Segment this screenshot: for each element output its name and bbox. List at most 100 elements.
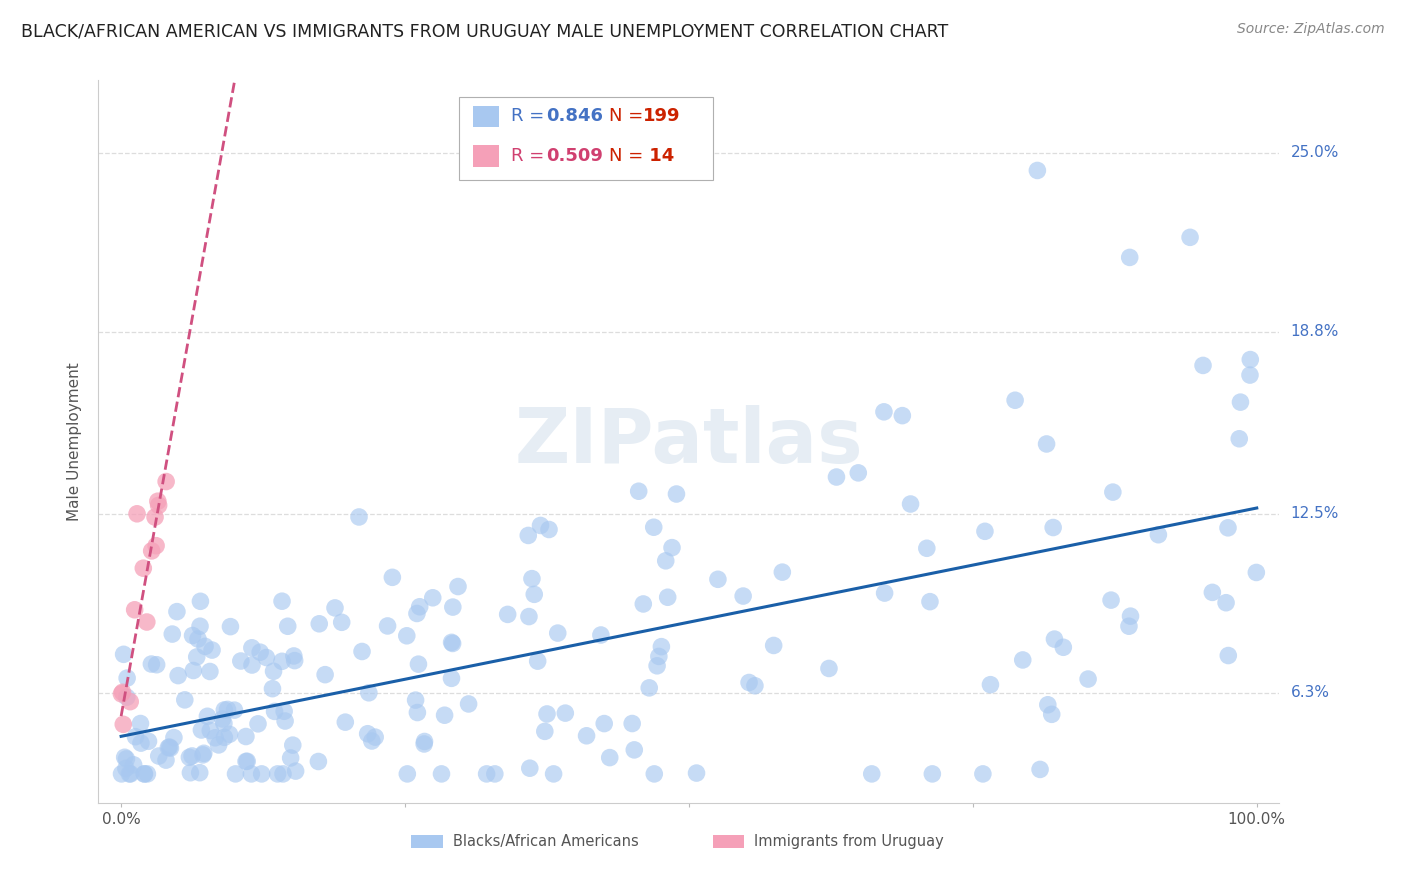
Point bbox=[134, 767, 156, 781]
Point bbox=[657, 591, 679, 605]
Point bbox=[1035, 437, 1057, 451]
Point bbox=[148, 499, 170, 513]
Point bbox=[284, 654, 307, 668]
Point bbox=[1218, 648, 1240, 663]
Point bbox=[543, 767, 565, 781]
Point bbox=[190, 723, 212, 737]
Text: N =: N = bbox=[609, 107, 648, 126]
Point bbox=[120, 695, 142, 709]
Point bbox=[201, 643, 224, 657]
Point bbox=[197, 709, 219, 723]
Point bbox=[430, 767, 453, 781]
Point bbox=[599, 750, 621, 764]
Point bbox=[143, 510, 166, 524]
Point bbox=[406, 706, 429, 720]
Bar bbox=[412, 835, 443, 848]
Point bbox=[157, 740, 180, 755]
Point bbox=[115, 690, 138, 705]
Point bbox=[1119, 609, 1142, 624]
Text: 25.0%: 25.0% bbox=[1291, 145, 1339, 160]
Point bbox=[1215, 596, 1237, 610]
Point bbox=[240, 767, 263, 781]
Point bbox=[134, 767, 156, 781]
Point bbox=[1118, 619, 1140, 633]
Point bbox=[323, 601, 346, 615]
Point bbox=[198, 665, 221, 679]
Point bbox=[627, 484, 650, 499]
Point bbox=[307, 755, 329, 769]
Point bbox=[159, 741, 181, 756]
Point bbox=[271, 767, 294, 781]
Point bbox=[440, 671, 463, 685]
Point bbox=[621, 716, 644, 731]
Text: 12.5%: 12.5% bbox=[1291, 507, 1339, 521]
Point bbox=[266, 767, 288, 781]
Point bbox=[229, 654, 252, 668]
Point bbox=[873, 405, 896, 419]
Point bbox=[135, 615, 157, 629]
Point bbox=[575, 729, 598, 743]
Point bbox=[141, 544, 163, 558]
Point bbox=[136, 767, 159, 781]
Point bbox=[122, 757, 145, 772]
Point bbox=[115, 752, 138, 766]
Point bbox=[208, 738, 231, 752]
Point bbox=[873, 586, 896, 600]
Point bbox=[413, 734, 436, 748]
Point bbox=[1011, 653, 1033, 667]
Text: BLACK/AFRICAN AMERICAN VS IMMIGRANTS FROM URUGUAY MALE UNEMPLOYMENT CORRELATION : BLACK/AFRICAN AMERICAN VS IMMIGRANTS FRO… bbox=[21, 22, 948, 40]
Point bbox=[114, 750, 136, 764]
Point bbox=[744, 679, 766, 693]
Point bbox=[537, 523, 560, 537]
Point bbox=[1229, 395, 1251, 409]
Point bbox=[350, 644, 373, 658]
Point bbox=[979, 678, 1001, 692]
Point bbox=[1147, 527, 1170, 541]
Point bbox=[405, 693, 427, 707]
Point bbox=[194, 640, 217, 654]
Point bbox=[308, 616, 330, 631]
Point bbox=[533, 724, 555, 739]
Point bbox=[163, 731, 186, 745]
Text: Blacks/African Americans: Blacks/African Americans bbox=[453, 834, 638, 849]
Text: N =: N = bbox=[609, 147, 648, 165]
Point bbox=[1239, 352, 1261, 367]
Point bbox=[396, 767, 419, 781]
Point bbox=[645, 658, 668, 673]
Point bbox=[179, 750, 201, 764]
Point bbox=[181, 748, 204, 763]
Point bbox=[145, 657, 167, 672]
Point bbox=[281, 738, 304, 752]
Point bbox=[433, 708, 456, 723]
Point bbox=[526, 654, 548, 668]
Text: 0.846: 0.846 bbox=[546, 107, 603, 126]
FancyBboxPatch shape bbox=[458, 97, 713, 180]
Point bbox=[517, 609, 540, 624]
Point bbox=[447, 580, 470, 594]
Point bbox=[214, 703, 236, 717]
Point bbox=[236, 754, 259, 768]
Text: Immigrants from Uruguay: Immigrants from Uruguay bbox=[754, 834, 943, 849]
Point bbox=[1227, 432, 1250, 446]
Point bbox=[685, 766, 707, 780]
Point bbox=[846, 466, 869, 480]
Point bbox=[441, 600, 464, 615]
Point bbox=[1201, 585, 1223, 599]
Point bbox=[115, 761, 138, 775]
Point bbox=[148, 749, 170, 764]
Point bbox=[335, 715, 357, 730]
Point bbox=[475, 767, 498, 781]
Point bbox=[661, 541, 683, 555]
Point bbox=[280, 751, 302, 765]
Point bbox=[125, 507, 148, 521]
Point bbox=[235, 730, 257, 744]
Point bbox=[733, 589, 755, 603]
Point bbox=[643, 767, 665, 781]
Text: R =: R = bbox=[510, 147, 550, 165]
Point bbox=[240, 640, 263, 655]
Point bbox=[217, 702, 239, 716]
Point bbox=[235, 755, 257, 769]
Point bbox=[409, 599, 432, 614]
Point bbox=[314, 667, 336, 681]
Point bbox=[112, 717, 135, 731]
